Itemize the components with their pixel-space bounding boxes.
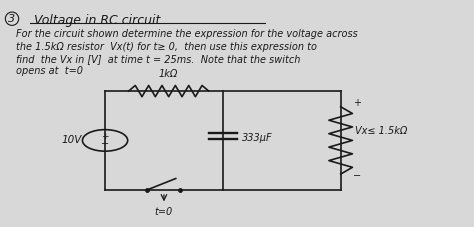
- Text: t=0: t=0: [155, 207, 173, 217]
- Text: the 1.5kΩ resistor  Vx(t) for t≥ 0,  then use this expression to: the 1.5kΩ resistor Vx(t) for t≥ 0, then …: [16, 42, 317, 52]
- Text: −: −: [353, 171, 361, 181]
- Text: Voltage in RC circuit: Voltage in RC circuit: [35, 14, 161, 27]
- Text: +: +: [101, 132, 109, 141]
- Text: 1kΩ: 1kΩ: [159, 69, 178, 79]
- Text: find  the Vx in [V]  at time t = 25ms.  Note that the switch: find the Vx in [V] at time t = 25ms. Not…: [16, 54, 300, 64]
- Text: 3: 3: [9, 14, 16, 24]
- Text: opens at  t=0: opens at t=0: [16, 67, 82, 76]
- Text: −: −: [101, 139, 109, 149]
- Text: 10V: 10V: [61, 136, 82, 146]
- Text: 333μF: 333μF: [242, 133, 273, 143]
- Text: +: +: [353, 99, 361, 109]
- Text: Vx≤ 1.5kΩ: Vx≤ 1.5kΩ: [355, 126, 407, 136]
- Text: For the circuit shown determine the expression for the voltage across: For the circuit shown determine the expr…: [16, 30, 357, 39]
